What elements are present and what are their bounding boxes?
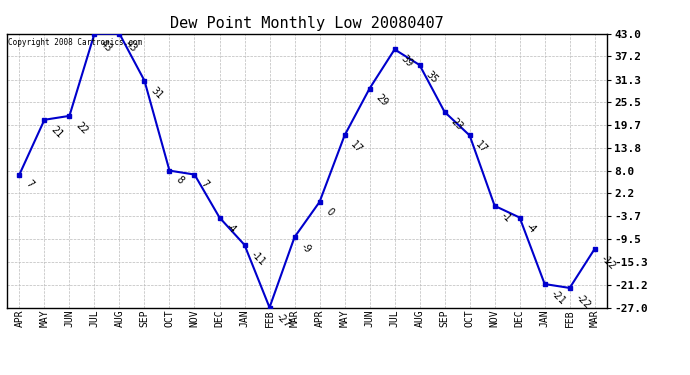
Text: -4: -4: [224, 222, 237, 236]
Text: -11: -11: [248, 249, 267, 267]
Text: 29: 29: [374, 93, 390, 108]
Text: 35: 35: [424, 69, 440, 85]
Text: -4: -4: [524, 222, 538, 236]
Text: 0: 0: [324, 206, 335, 218]
Text: 31: 31: [148, 85, 164, 100]
Text: -12: -12: [599, 253, 617, 271]
Text: -27: -27: [274, 312, 292, 330]
Text: 7: 7: [23, 179, 35, 190]
Text: 17: 17: [348, 140, 364, 155]
Text: 39: 39: [399, 54, 415, 69]
Text: 7: 7: [199, 179, 210, 190]
Text: 43: 43: [99, 38, 115, 54]
Text: -1: -1: [499, 210, 513, 224]
Text: 23: 23: [448, 116, 464, 132]
Text: 43: 43: [124, 38, 139, 54]
Text: 22: 22: [74, 120, 90, 136]
Text: 17: 17: [474, 140, 490, 155]
Text: Copyright 2008 Cartronics.com: Copyright 2008 Cartronics.com: [8, 38, 142, 47]
Text: 21: 21: [48, 124, 64, 140]
Text: -9: -9: [299, 241, 313, 255]
Text: -22: -22: [574, 292, 592, 310]
Title: Dew Point Monthly Low 20080407: Dew Point Monthly Low 20080407: [170, 16, 444, 31]
Text: -21: -21: [549, 288, 567, 306]
Text: 8: 8: [174, 175, 185, 186]
